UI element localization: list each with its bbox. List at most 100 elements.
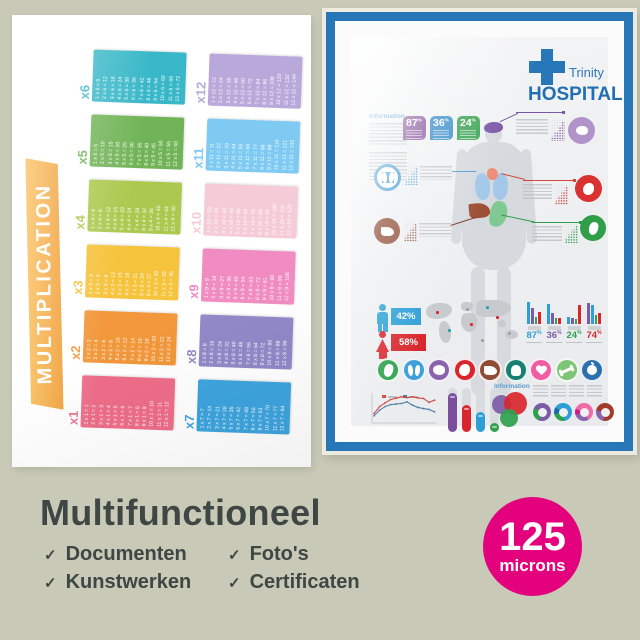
times-table-row: 5 x 8 = 40: [230, 341, 238, 365]
times-table-row: 7 x 12 = 84: [253, 78, 261, 105]
hospital-poster-content: Trinity HOSPITAL Information 87% 36% 24%: [351, 37, 623, 432]
bar: [574, 319, 578, 324]
times-table-card: 1 x 12 = 12 2 x 12 = 24 3 x 12 = 36 4 x 12 …: [207, 53, 303, 109]
bar-group: 36%: [546, 301, 562, 344]
times-table-row: 3 x 5 = 15: [106, 141, 114, 165]
column-bar: [462, 388, 471, 432]
liver-circle-icon: [374, 218, 400, 244]
times-table-row: 6 x 9 = 54: [239, 276, 247, 300]
bar: [534, 317, 538, 324]
bar-group-unit: %: [597, 330, 602, 336]
times-table-row: 6 x 11 = 66: [244, 143, 252, 170]
times-table-label: x4: [71, 214, 88, 230]
dumbbell-icon: [559, 365, 574, 375]
lungs-circle-icon: [374, 164, 401, 191]
stat-placeholder-lines: [460, 130, 476, 139]
times-table-row: 6 x 7 = 42: [235, 406, 243, 430]
map-dot: [466, 308, 469, 311]
connector-dot: [573, 178, 576, 182]
times-table-row: 3 x 6 = 18: [108, 76, 116, 100]
times-table-row: 8 x 10 = 80: [256, 209, 264, 236]
times-table-row: 4 x 3 = 12: [109, 271, 117, 296]
times-table-row: 12 x 7 = 84: [278, 405, 286, 432]
times-table-row: 4 x 10 = 40: [227, 207, 235, 235]
times-table-label: x5: [74, 149, 90, 165]
stat-value: 36%: [433, 117, 449, 129]
times-table-row: 3 x 8 = 24: [215, 340, 223, 365]
times-table-row: 6 x 8 = 48: [237, 341, 245, 365]
times-table-row: 7 x 2 = 14: [128, 337, 136, 361]
times-table-row: 5 x 5 = 25: [121, 141, 128, 166]
times-table-row: 3 x 11 = 33: [222, 143, 230, 169]
kidney-icon: [459, 364, 470, 376]
column-bar: [448, 388, 457, 432]
bar-group-value: 87%: [526, 330, 542, 344]
times-table-row: 5 x 10 = 50: [234, 208, 242, 235]
column-bar: [476, 388, 485, 432]
times-table-row: 12 x 9 = 108: [283, 272, 291, 302]
liver-icon: [483, 365, 497, 375]
hospital-name-line1: Trinity: [569, 65, 604, 80]
times-table-row: 6 x 6 = 36: [130, 77, 138, 101]
times-table-row: 11 x 3 = 33: [160, 271, 167, 297]
bar-group-value: 36%: [546, 330, 562, 344]
thickness-value: 125: [499, 514, 566, 559]
times-table-row: 2 x 3 = 6: [94, 274, 102, 295]
times-table-row: 1 x 9 = 9: [203, 278, 211, 299]
times-table-row: 9 x 2 = 18: [143, 338, 151, 362]
donut-chart: [596, 403, 614, 421]
times-table-row: 5 x 2 = 10: [114, 337, 122, 361]
map-dot: [508, 332, 511, 335]
thickness-unit: microns: [499, 555, 566, 575]
placeholder-text: [516, 119, 548, 135]
times-table-row: 3 x 9 = 27: [218, 275, 225, 299]
feature-label: Foto's: [249, 543, 309, 565]
bar-group-bars: [526, 301, 542, 324]
times-table-row: 1 x 2 = 2: [85, 339, 93, 360]
times-table-row: 6 x 3 = 18: [123, 272, 131, 296]
heart-circle-icon: [575, 175, 602, 202]
times-table-label: x1: [65, 410, 81, 426]
bar: [558, 318, 562, 324]
placeholder-text: [419, 223, 451, 237]
map-dot: [496, 316, 499, 319]
donut-chart: [533, 403, 551, 421]
times-table-label: x7: [180, 414, 197, 430]
bar: [578, 305, 582, 324]
times-table-row: 5 x 7 = 35: [227, 406, 235, 430]
times-table-row: 11 x 1 = 11: [155, 401, 163, 428]
times-table-row: 6 x 1 = 6: [119, 405, 126, 426]
times-table-row: 1 x 7 = 7: [198, 408, 206, 429]
times-table-x11: x11 1 x 11 = 11 2 x 11 = 22 3 x 11 = 33 4 x …: [190, 118, 300, 175]
times-table-row: 3 x 7 = 21: [213, 406, 221, 430]
column-bar-fill: [462, 405, 471, 432]
lungs-connector-line: [452, 171, 476, 173]
times-table-row: 1 x 12 = 12: [210, 76, 218, 104]
map-dot: [481, 339, 484, 342]
times-table-row: 7 x 6 = 42: [137, 77, 145, 101]
times-table-row: 9 x 7 = 63: [256, 407, 264, 431]
times-table-row: 10 x 9 = 90: [268, 274, 276, 301]
bar-group-label: [567, 325, 581, 330]
multiplication-ribbon: MULTIPLICATION: [25, 158, 63, 410]
times-table-row: 7 x 8 = 56: [244, 341, 252, 366]
times-table-row: 12 x 10 = 120: [285, 204, 293, 237]
apple-circle: [580, 358, 604, 382]
liver-circle: [478, 358, 502, 382]
times-table-row: 9 x 6 = 54: [152, 77, 160, 101]
times-table-x10: x10 1 x 10 = 10 2 x 10 = 20 3 x 10 = 30 4 x …: [188, 183, 298, 240]
stat-unit: %: [417, 117, 422, 123]
feature-list-col1: ✓ Documenten ✓ Kunstwerken: [44, 543, 191, 594]
stat-unit: %: [444, 117, 449, 123]
times-table-row: 11 x 4 = 44: [162, 206, 170, 232]
times-table-row: 4 x 7 = 28: [220, 406, 228, 430]
bar-group-value: 24%: [566, 330, 582, 344]
times-table-row: 9 x 3 = 27: [145, 273, 153, 297]
heart-organ: [487, 168, 498, 180]
times-table-row: 10 x 7 = 70: [264, 404, 272, 431]
